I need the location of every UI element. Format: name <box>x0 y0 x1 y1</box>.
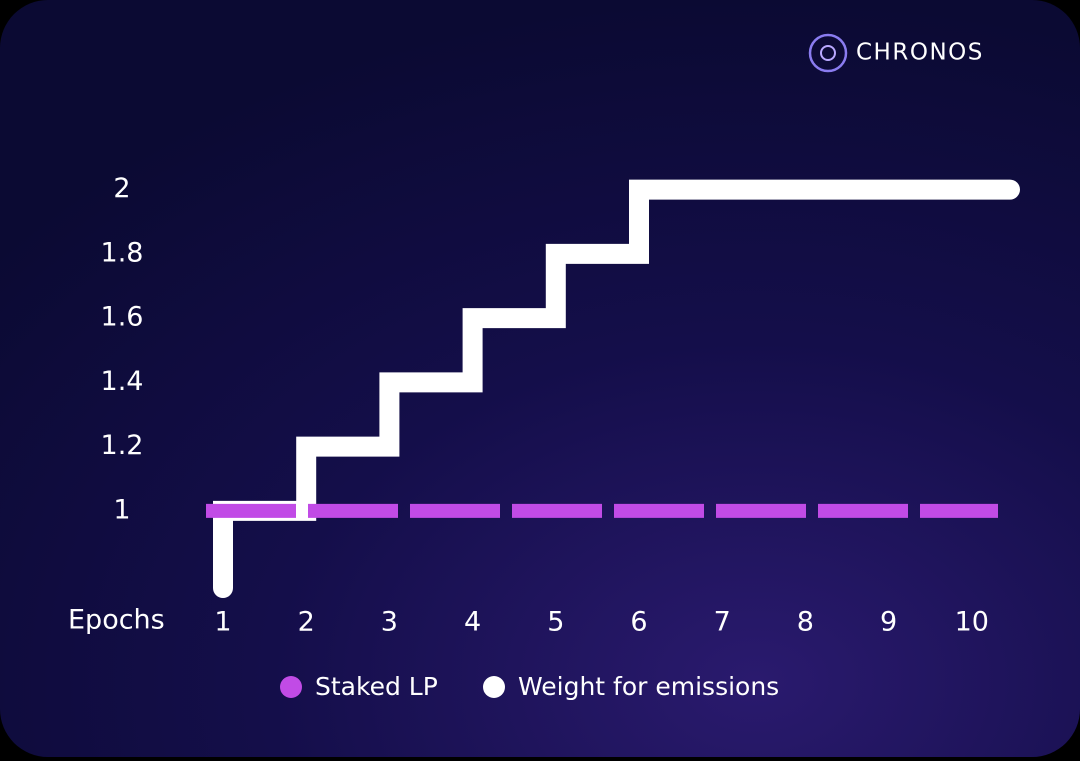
x-tick-label: 6 <box>630 607 647 638</box>
x-tick-label: 2 <box>298 607 315 638</box>
x-tick-label: 1 <box>214 607 231 638</box>
logo-icon <box>808 33 848 73</box>
legend-label: Weight for emissions <box>518 672 779 701</box>
legend-swatch <box>483 676 505 698</box>
y-tick-label: 1.6 <box>101 302 144 333</box>
legend-swatch <box>280 676 302 698</box>
x-tick-label: 3 <box>381 607 398 638</box>
logo-icon-inner <box>820 45 836 61</box>
series-line <box>213 179 1020 598</box>
legend-label: Staked LP <box>315 672 438 701</box>
x-axis-label: Epochs <box>68 605 165 636</box>
plot: 1 1.2 1.4 1.6 1.8 2 Epochs 1 2 3 4 5 6 7 8 9 10 Staked LP… <box>67 87 1020 701</box>
y-tick-label: 2 <box>113 173 130 204</box>
logo: CHRONOS <box>808 33 984 73</box>
x-tick-label: 9 <box>880 607 897 638</box>
x-tick-label: 5 <box>547 607 564 638</box>
brand-name: CHRONOS <box>856 40 984 66</box>
x-tick-label: 10 <box>955 607 989 638</box>
y-tick-label: 1.4 <box>101 366 144 397</box>
x-tick-label: 4 <box>464 607 481 638</box>
y-tick-label: 1.2 <box>101 430 144 461</box>
x-tick-label: 8 <box>797 607 814 638</box>
y-tick-label: 1 <box>113 494 130 525</box>
x-tick-label: 7 <box>714 607 731 638</box>
y-tick-label: 1.8 <box>101 237 144 268</box>
